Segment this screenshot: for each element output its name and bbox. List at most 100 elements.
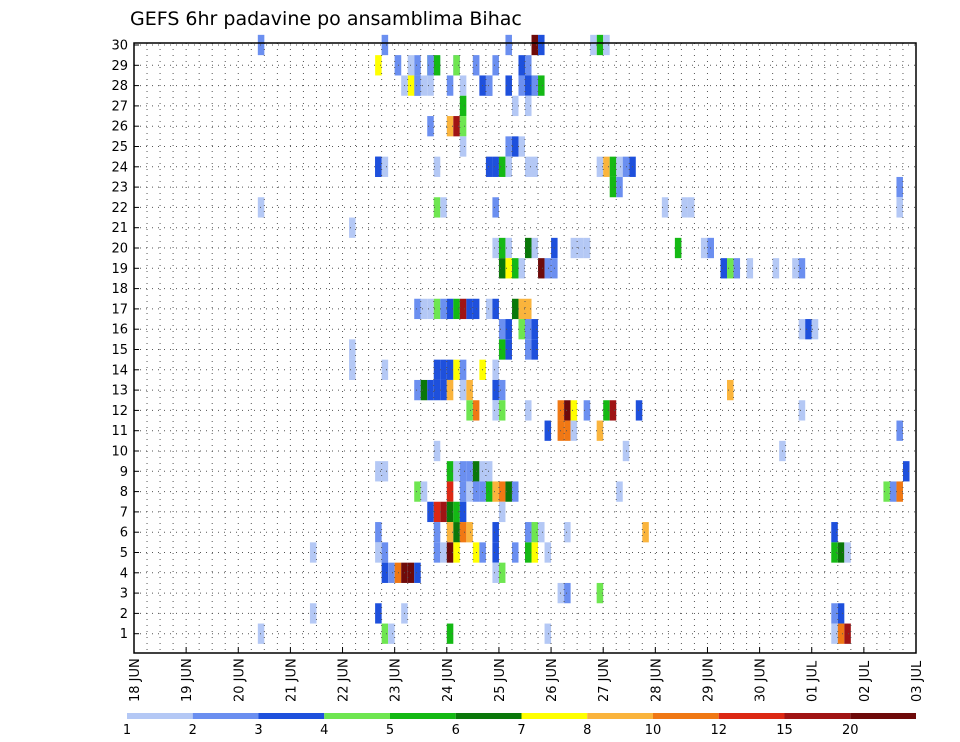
heatmap-cell: [531, 542, 539, 563]
heatmap-cells: [257, 34, 910, 644]
heatmap-cell: [577, 237, 584, 259]
y-tick-label: 12: [111, 404, 128, 419]
heatmap-cell: [459, 116, 467, 137]
y-tick-label: 11: [111, 424, 128, 439]
heatmap-cell: [446, 359, 454, 380]
legend-swatch: [784, 713, 851, 719]
y-tick-label: 17: [111, 302, 128, 317]
x-tick-label: 27 JUN: [597, 658, 612, 702]
heatmap-cell: [427, 298, 434, 320]
y-tick-label: 9: [120, 465, 128, 480]
heatmap-cell: [498, 400, 506, 421]
heatmap-cell: [798, 319, 806, 340]
heatmap-cell: [531, 319, 539, 340]
heatmap-cell: [492, 379, 499, 401]
heatmap-cell: [459, 136, 467, 157]
heatmap-cell: [381, 542, 389, 563]
heatmap-cell: [485, 481, 493, 502]
heatmap-cell: [498, 237, 506, 259]
heatmap-cell: [531, 237, 539, 259]
heatmap-cell: [433, 501, 441, 523]
heatmap-cell: [498, 319, 506, 340]
legend-label: 2: [189, 723, 197, 738]
heatmap-cell: [446, 501, 454, 523]
heatmap-cell: [720, 258, 728, 279]
heatmap-cell: [544, 623, 552, 644]
heatmap-cell: [433, 359, 441, 380]
heatmap-cell: [525, 95, 532, 117]
heatmap-cell: [505, 481, 512, 502]
heatmap-cell: [446, 116, 454, 137]
heatmap-cell: [538, 34, 545, 56]
heatmap-cell: [459, 75, 467, 96]
heatmap-cell: [349, 339, 356, 360]
y-tick-label: 1: [120, 627, 128, 642]
heatmap-cell: [837, 542, 845, 563]
heatmap-cell: [727, 258, 734, 279]
heatmap-cell: [525, 237, 532, 259]
heatmap-cell: [427, 116, 434, 137]
heatmap-cell: [433, 298, 441, 320]
heatmap-cell: [453, 298, 460, 320]
heatmap-cell: [511, 258, 519, 279]
heatmap-cell: [453, 55, 460, 76]
heatmap-cell: [525, 156, 532, 177]
legend-swatch: [653, 713, 719, 719]
heatmap-cell: [570, 237, 578, 259]
heatmap-cell: [498, 562, 506, 583]
heatmap-cell: [583, 237, 591, 259]
heatmap-cell: [525, 339, 532, 360]
heatmap-cell: [466, 379, 473, 401]
heatmap-cell: [420, 481, 428, 502]
heatmap-cell: [381, 34, 389, 56]
heatmap-cell: [388, 623, 395, 644]
heatmap-cell: [446, 481, 454, 502]
heatmap-cell: [427, 379, 434, 401]
x-tick-label: 01 JUL: [806, 660, 821, 702]
heatmap-cell: [459, 461, 467, 482]
heatmap-cell: [381, 359, 389, 380]
heatmap-cell: [596, 156, 604, 177]
heatmap-cell: [505, 156, 512, 177]
heatmap-cell: [427, 501, 434, 523]
y-tick-label: 4: [120, 566, 128, 581]
heatmap-cell: [596, 420, 604, 441]
heatmap-cell: [433, 379, 441, 401]
heatmap-cell: [505, 75, 512, 96]
legend-label: 12: [710, 723, 727, 738]
y-tick-label: 16: [111, 323, 128, 338]
color-legend: 1 2 3 4 5 6 7 8 10 12 15 20: [123, 713, 916, 738]
y-tick-label: 29: [111, 59, 128, 74]
heatmap-cell: [544, 258, 552, 279]
heatmap-cell: [746, 258, 754, 279]
heatmap-cell: [459, 379, 467, 401]
x-tick-label: 18 JUN: [128, 658, 143, 702]
heatmap-cell: [511, 136, 519, 157]
legend-label: 10: [645, 723, 662, 738]
y-tick-label: 23: [111, 181, 128, 196]
heatmap-cell: [564, 582, 571, 604]
heatmap-cell: [590, 34, 597, 56]
heatmap-cell: [798, 400, 806, 421]
legend-swatch: [850, 713, 916, 719]
heatmap-cell: [525, 55, 532, 76]
heatmap-cell: [433, 542, 441, 563]
heatmap-cell: [661, 197, 669, 218]
x-tick-label: 24 JUN: [441, 658, 456, 702]
heatmap-cell: [414, 55, 421, 76]
y-tick-label: 14: [111, 363, 128, 378]
heatmap-cell: [349, 217, 356, 238]
heatmap-cell: [492, 400, 499, 421]
heatmap-cell: [349, 359, 356, 380]
legend-swatch: [127, 713, 193, 719]
heatmap-cell: [511, 542, 519, 563]
y-tick-label: 6: [120, 526, 128, 541]
heatmap-cell: [498, 339, 506, 360]
x-tick-label: 19 JUN: [180, 658, 195, 702]
x-tick-label: 28 JUN: [649, 658, 664, 702]
heatmap-cell: [511, 481, 519, 502]
heatmap-cell: [609, 400, 617, 421]
heatmap-cell: [414, 298, 421, 320]
heatmap-cell: [505, 258, 512, 279]
y-tick-label: 20: [111, 242, 128, 257]
